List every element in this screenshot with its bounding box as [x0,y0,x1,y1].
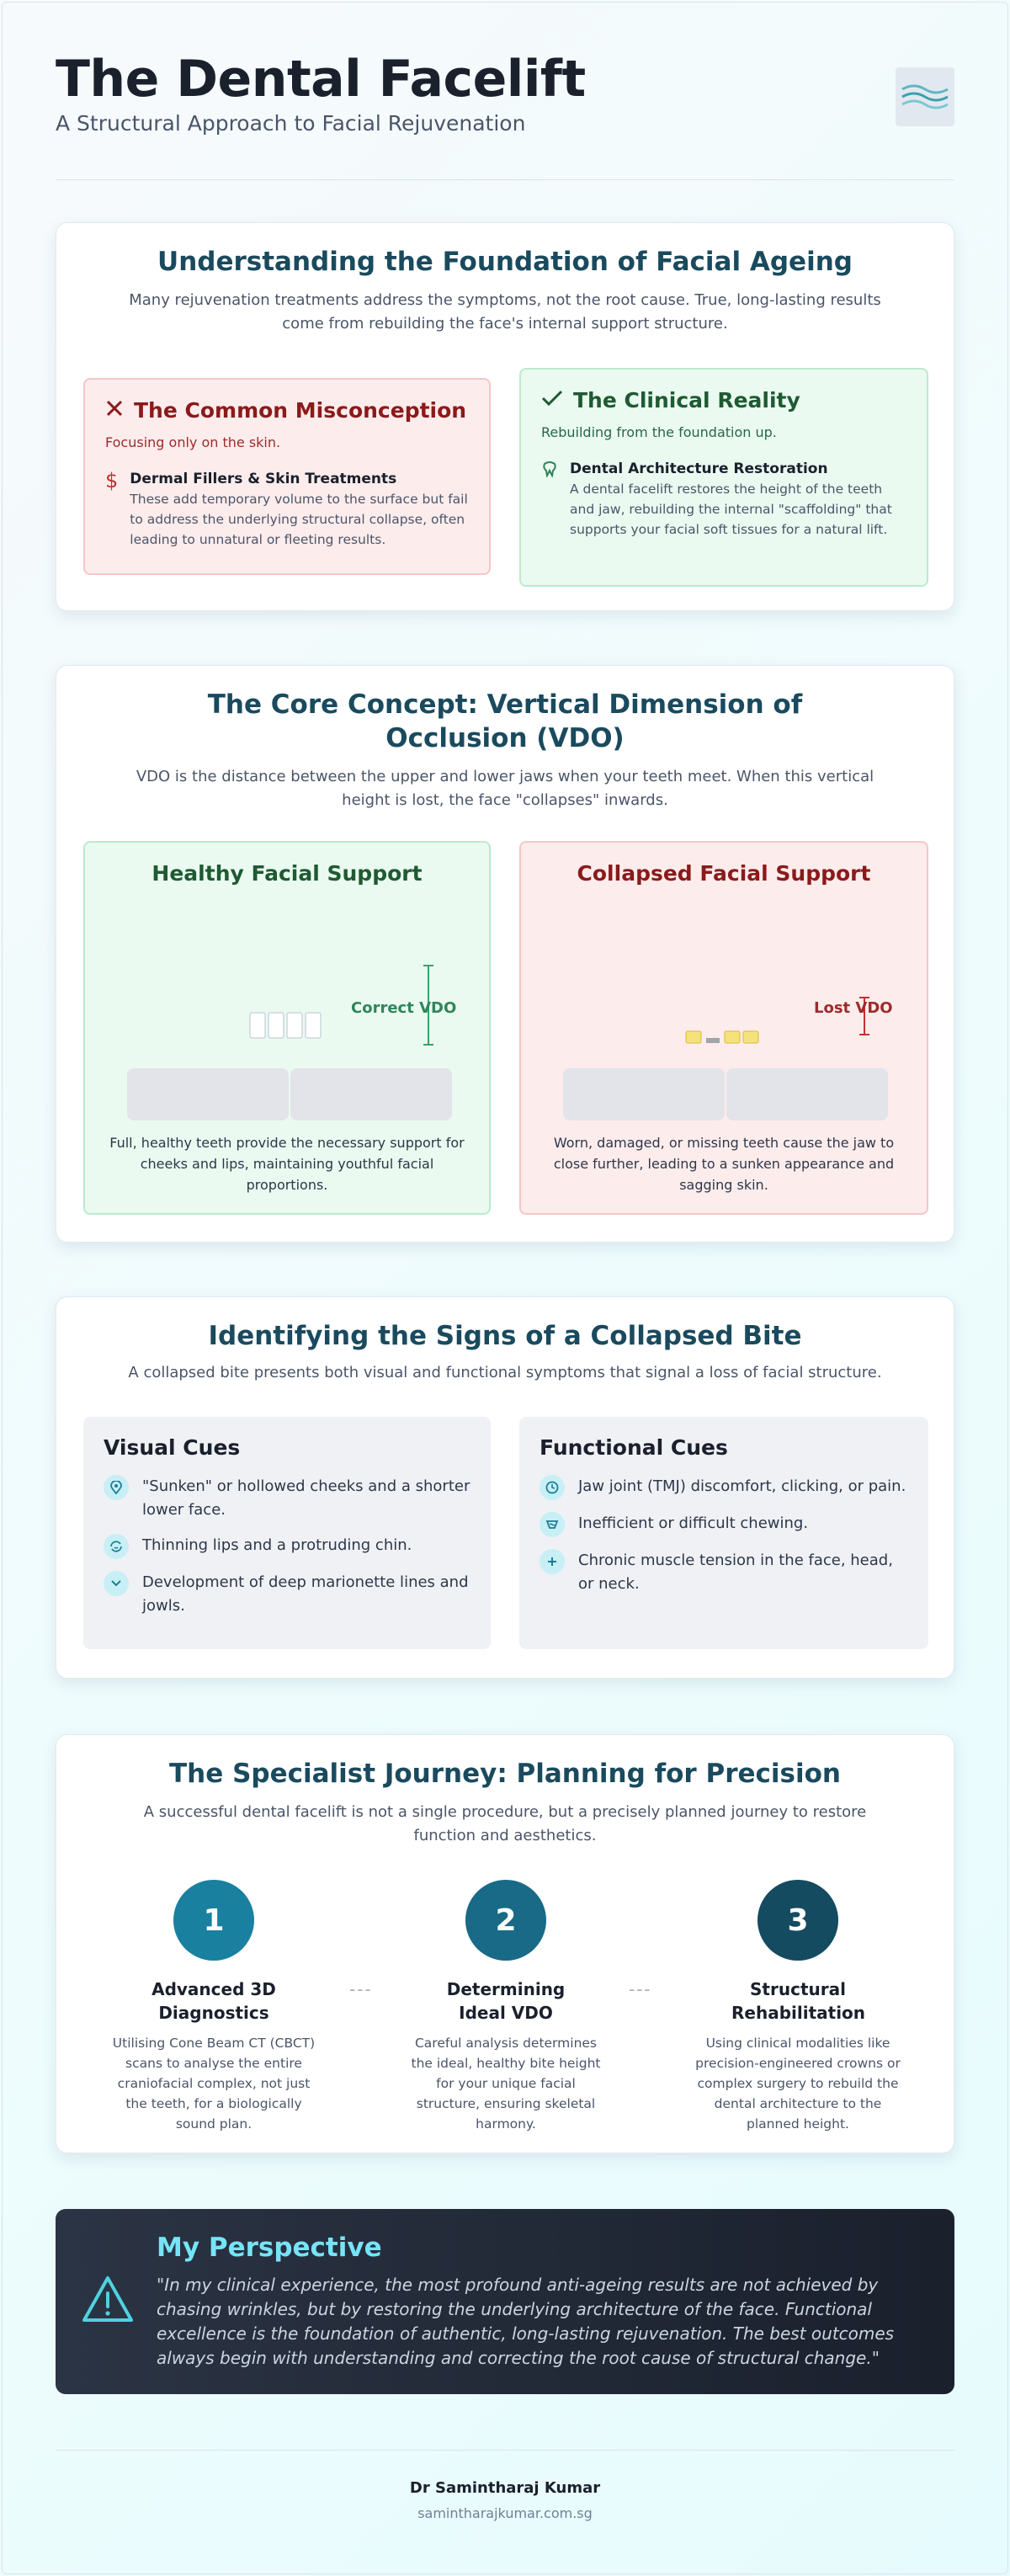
visual-cues-title: Visual Cues [104,1435,241,1460]
step-separator: --- [349,1979,373,1999]
chevron-down-icon [104,1571,129,1596]
jaw-base-left [127,1068,289,1120]
signs-intro: A collapsed bite presents both visual an… [128,1364,882,1381]
healthy-title: Healthy Facial Support [152,861,423,886]
chewing-icon [540,1512,565,1537]
foundation-intro: Many rejuvenation treatments address the… [129,291,881,333]
healthy-support-panel: Healthy Facial Support Correct VDO Full,… [83,841,491,1215]
journey-intro: A successful dental facelift is not a si… [143,1803,867,1844]
vdo-title: The Core Concept: Vertical Dimension of … [207,689,803,753]
collapsed-support-panel: Collapsed Facial Support Lost VDO Worn, … [519,841,928,1215]
misconception-title: The Common Misconception [134,398,467,423]
perspective-banner: My Perspective "In my clinical experienc… [56,2209,954,2394]
reality-item-text: A dental facelift restores the height of… [570,482,892,537]
location-pin-icon [104,1475,129,1500]
page-title: The Dental Facelift [56,50,586,109]
jaw-base-right [726,1068,888,1120]
author-name: Dr Samintharaj Kumar [409,2479,601,2497]
close-x-icon [105,398,124,423]
page-subtitle: A Structural Approach to Facial Rejuvena… [56,111,526,136]
journey-step-1: 1 Advanced 3D Diagnostics Utilising Cone… [92,1880,336,2134]
step-number-badge: 3 [758,1880,838,1961]
refresh-face-icon [104,1534,129,1559]
healthy-tooth [249,1012,266,1039]
worn-tooth [742,1030,759,1044]
tooth-icon [541,460,558,540]
step-title: Determining Ideal VDO [446,1979,566,2023]
signs-section: Identifying the Signs of a Collapsed Bit… [56,1296,954,1679]
functional-cues-box: Functional Cues Jaw joint (TMJ) discomfo… [519,1417,928,1649]
step-description: Utilising Cone Beam CT (CBCT) scans to a… [112,2036,316,2132]
worn-tooth [685,1030,702,1044]
misconception-item-text: These add temporary volume to the surfac… [130,492,468,547]
signs-title: Identifying the Signs of a Collapsed Bit… [208,1321,802,1351]
list-item: Thinning lips and a protruding chin. [104,1534,470,1559]
dollar-icon: $ [105,469,119,492]
misconception-subtitle: Focusing only on the skin. [105,434,281,450]
reality-item: Dental Architecture Restoration A dental… [541,460,906,540]
reality-title: The Clinical Reality [573,388,800,412]
healthy-tooth [268,1012,284,1039]
healthy-tooth [305,1012,322,1039]
misconception-panel: The Common Misconception Focusing only o… [83,378,491,575]
list-item: "Sunken" or hollowed cheeks and a shorte… [104,1475,470,1522]
plus-icon [540,1549,565,1574]
perspective-quote: "In my clinical experience, the most pro… [157,2275,895,2368]
worn-tooth [724,1030,741,1044]
step-description: Careful analysis determines the ideal, h… [411,2036,601,2132]
step-description: Using clinical modalities like precision… [695,2036,901,2132]
visual-cues-box: Visual Cues "Sunken" or hollowed cheeks … [83,1417,491,1649]
reality-subtitle: Rebuilding from the foundation up. [541,424,777,440]
healthy-bite-diagram [127,965,452,1120]
vdo-intro: VDO is the distance between the upper an… [136,768,874,809]
checkmark-icon [541,388,563,412]
misconception-item: $ Dermal Fillers & Skin Treatments These… [105,471,469,550]
journey-step-3: 3 Structural Rehabilitation Using clinic… [676,1880,920,2134]
reality-panel: The Clinical Reality Rebuilding from the… [519,368,928,587]
reality-item-title: Dental Architecture Restoration [570,460,828,477]
vdo-section: The Core Concept: Vertical Dimension of … [56,665,954,1243]
healthy-tooth [286,1012,303,1039]
list-item: Chronic muscle tension in the face, head… [540,1549,908,1596]
journey-section: The Specialist Journey: Planning for Pre… [56,1734,954,2153]
step-separator: --- [629,1979,652,1999]
list-item: Development of deep marionette lines and… [104,1571,470,1618]
wave-logo-icon [896,67,954,126]
website-link[interactable]: samintharajkumar.com.sg [417,2505,593,2521]
jaw-base-right [290,1068,452,1120]
collapsed-title: Collapsed Facial Support [577,861,871,886]
step-number-badge: 1 [173,1880,254,1961]
journey-step-2: 2 Determining Ideal VDO Careful analysis… [384,1880,628,2134]
journey-title: The Specialist Journey: Planning for Pre… [169,1759,841,1789]
step-number-badge: 2 [465,1880,546,1961]
collapsed-bite-diagram [563,997,888,1120]
page-header: The Dental Facelift A Structural Approac… [56,49,954,180]
step-title: Structural Rehabilitation [731,1979,866,2023]
jaw-base-left [563,1068,725,1120]
healthy-caption: Full, healthy teeth provide the necessar… [109,1135,465,1193]
collapsed-caption: Worn, damaged, or missing teeth cause th… [553,1135,895,1193]
functional-cues-title: Functional Cues [540,1435,728,1460]
lost-vdo-label: Lost VDO [814,999,893,1017]
foundation-section: Understanding the Foundation of Facial A… [56,222,954,611]
step-title: Advanced 3D Diagnostics [152,1979,276,2023]
missing-tooth-gap [706,1038,720,1043]
foundation-title: Understanding the Foundation of Facial A… [157,247,853,277]
list-item: Jaw joint (TMJ) discomfort, clicking, or… [540,1475,908,1500]
misconception-item-title: Dermal Fillers & Skin Treatments [130,471,397,487]
warning-triangle-icon [81,2275,135,2327]
perspective-title: My Perspective [157,2233,382,2263]
page-footer: Dr Samintharaj Kumar samintharajkumar.co… [56,2450,954,2521]
correct-vdo-label: Correct VDO [351,999,457,1017]
list-item: Inefficient or difficult chewing. [540,1512,908,1537]
clock-icon [540,1475,565,1500]
